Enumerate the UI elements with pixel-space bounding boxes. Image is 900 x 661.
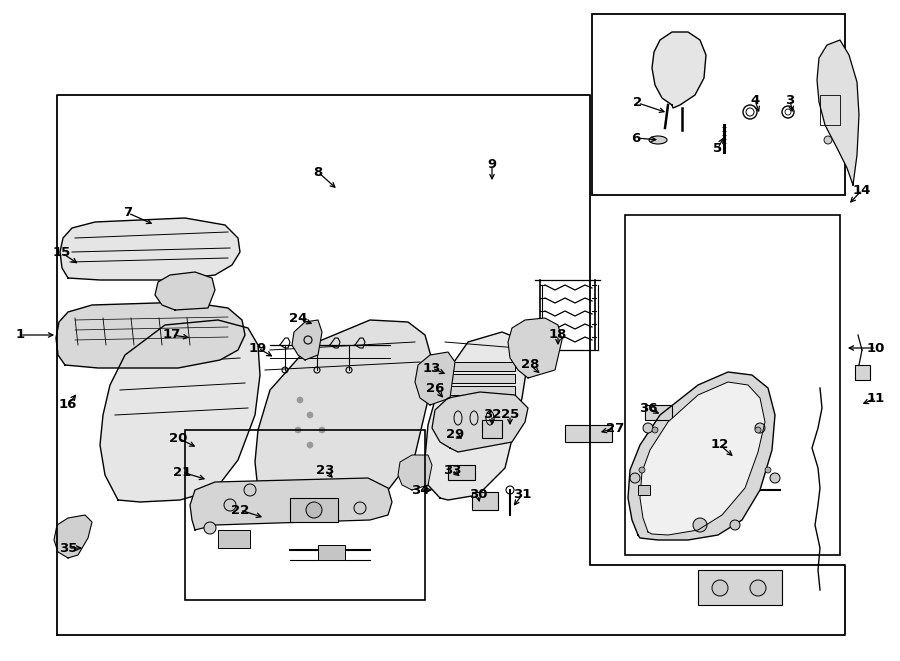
Bar <box>855 365 870 380</box>
Bar <box>185 430 425 600</box>
Circle shape <box>295 427 301 433</box>
Polygon shape <box>100 320 260 502</box>
Polygon shape <box>432 392 528 452</box>
Bar <box>445 362 515 371</box>
Text: 36: 36 <box>639 401 657 414</box>
Text: 13: 13 <box>423 362 441 375</box>
Polygon shape <box>54 515 92 558</box>
Text: 24: 24 <box>289 311 307 325</box>
Text: 8: 8 <box>313 165 322 178</box>
Polygon shape <box>652 32 706 108</box>
Bar <box>472 492 498 510</box>
Polygon shape <box>425 332 528 500</box>
Text: 15: 15 <box>53 247 71 260</box>
Text: 27: 27 <box>606 422 624 434</box>
Circle shape <box>630 473 640 483</box>
Bar <box>445 410 515 419</box>
Circle shape <box>319 427 325 433</box>
Text: 22: 22 <box>231 504 249 516</box>
Polygon shape <box>56 302 245 368</box>
Bar <box>445 374 515 383</box>
Polygon shape <box>190 478 392 530</box>
Circle shape <box>643 423 653 433</box>
Text: 16: 16 <box>58 399 77 412</box>
Polygon shape <box>155 272 215 310</box>
Text: 3: 3 <box>786 93 795 106</box>
Circle shape <box>224 499 236 511</box>
Circle shape <box>693 518 707 532</box>
Bar <box>448 465 475 480</box>
Text: 20: 20 <box>169 432 187 444</box>
Bar <box>482 420 502 438</box>
Text: 12: 12 <box>711 438 729 451</box>
Text: 5: 5 <box>714 141 723 155</box>
Text: 7: 7 <box>123 206 132 219</box>
Text: 14: 14 <box>853 184 871 196</box>
Text: 28: 28 <box>521 358 539 371</box>
Text: 10: 10 <box>867 342 886 354</box>
Bar <box>445 398 515 407</box>
Text: 31: 31 <box>513 488 531 502</box>
Circle shape <box>639 467 645 473</box>
Circle shape <box>765 467 771 473</box>
Text: 34: 34 <box>410 483 429 496</box>
Circle shape <box>652 427 658 433</box>
Text: 19: 19 <box>249 342 267 354</box>
Circle shape <box>297 397 303 403</box>
Circle shape <box>204 522 216 534</box>
Circle shape <box>354 502 366 514</box>
Polygon shape <box>817 40 859 185</box>
Text: 11: 11 <box>867 391 885 405</box>
Bar <box>565 425 612 442</box>
Polygon shape <box>292 320 322 360</box>
Bar <box>218 530 250 548</box>
Text: 1: 1 <box>15 329 24 342</box>
Text: 9: 9 <box>488 159 497 171</box>
Polygon shape <box>640 382 765 535</box>
Polygon shape <box>415 352 455 405</box>
Text: 21: 21 <box>173 465 191 479</box>
Bar <box>592 14 845 195</box>
Circle shape <box>770 473 780 483</box>
Circle shape <box>730 520 740 530</box>
Circle shape <box>824 136 832 144</box>
Text: 26: 26 <box>426 381 445 395</box>
Text: 33: 33 <box>443 463 461 477</box>
Bar <box>698 570 782 605</box>
Circle shape <box>750 580 766 596</box>
Polygon shape <box>628 372 775 540</box>
Circle shape <box>755 423 765 433</box>
Text: 6: 6 <box>632 132 641 145</box>
Bar <box>645 405 672 420</box>
Text: 2: 2 <box>634 97 643 110</box>
Bar <box>445 386 515 395</box>
Polygon shape <box>398 455 432 490</box>
Polygon shape <box>60 218 240 280</box>
Text: 25: 25 <box>501 408 519 422</box>
Circle shape <box>307 412 313 418</box>
Text: 30: 30 <box>469 488 487 502</box>
Bar <box>290 498 338 522</box>
Text: 4: 4 <box>751 93 760 106</box>
Text: 23: 23 <box>316 463 334 477</box>
Text: 32: 32 <box>482 408 501 422</box>
Text: 35: 35 <box>58 541 77 555</box>
Polygon shape <box>255 320 432 504</box>
Ellipse shape <box>649 136 667 144</box>
Text: 29: 29 <box>446 428 464 442</box>
Bar <box>625 215 840 555</box>
Text: 17: 17 <box>163 329 181 342</box>
Circle shape <box>306 502 322 518</box>
Circle shape <box>244 484 256 496</box>
Circle shape <box>307 442 313 448</box>
Bar <box>638 485 650 495</box>
Circle shape <box>712 580 728 596</box>
Bar <box>318 545 345 560</box>
Text: 18: 18 <box>549 329 567 342</box>
Bar <box>820 95 840 125</box>
Polygon shape <box>508 318 562 378</box>
Circle shape <box>755 427 761 433</box>
